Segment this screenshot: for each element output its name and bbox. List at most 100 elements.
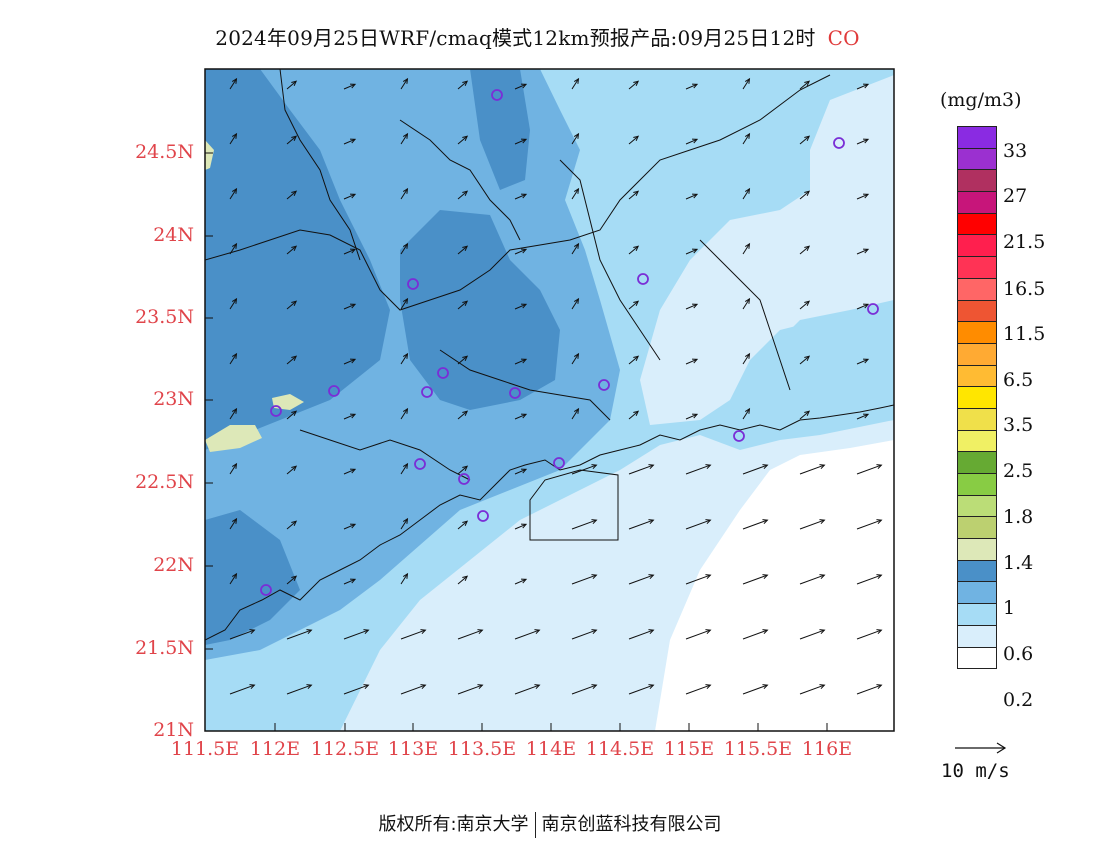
wind-arrow — [514, 523, 528, 530]
wind-arrow — [685, 574, 712, 585]
wind-arrow — [856, 193, 870, 200]
colorbar-label: 6.5 — [1003, 369, 1034, 391]
wind-arrow — [742, 352, 751, 365]
wind-arrow — [400, 352, 409, 365]
wind-arrow — [742, 187, 751, 200]
wind-arrow — [343, 629, 370, 640]
wind-arrow — [571, 629, 598, 640]
wind-arrow — [628, 245, 640, 255]
wind-arrow — [457, 410, 469, 420]
wind-arrow — [685, 248, 699, 255]
field-peak-3 — [205, 140, 214, 170]
wind-arrow — [514, 303, 528, 310]
colorbar-cell — [957, 169, 997, 193]
colorbar-cell — [957, 538, 997, 561]
wind-arrow — [571, 574, 598, 585]
wind-arrow — [742, 77, 751, 90]
wind-arrow — [628, 355, 640, 365]
wind-arrow — [286, 135, 298, 145]
wind-arrow — [286, 190, 298, 200]
colorbar-label: 0.2 — [1003, 689, 1034, 711]
wind-arrow — [628, 135, 640, 145]
wind-arrow — [229, 462, 238, 475]
wind-arrow — [742, 464, 769, 475]
longitude-label: 112E — [249, 738, 301, 760]
wind-arrow — [514, 684, 541, 695]
wind-arrow — [799, 684, 826, 695]
colorbar-cell — [957, 386, 997, 409]
colorbar-cell — [957, 516, 997, 540]
wind-arrow — [343, 523, 357, 530]
colorbar-cell — [957, 451, 997, 474]
wind-arrow — [400, 462, 409, 475]
colorbar-label: 3.5 — [1003, 414, 1034, 436]
station-marker — [407, 278, 419, 290]
province-border — [205, 74, 831, 311]
wind-arrow — [856, 464, 883, 475]
wind-arrow — [400, 629, 427, 640]
latitude-label: 21N — [153, 719, 194, 741]
colorbar-cell — [957, 277, 997, 301]
wind-arrow — [400, 77, 409, 90]
field-very-low-east — [640, 75, 894, 425]
wind-arrow — [685, 83, 699, 90]
wind-arrow — [571, 407, 580, 420]
wind-arrow — [628, 190, 640, 200]
colorbar-label: 33 — [1003, 140, 1028, 162]
longitude-label: 111.5E — [170, 738, 240, 760]
station-marker — [477, 510, 489, 522]
wind-arrow — [685, 303, 699, 310]
wind-arrow — [628, 684, 655, 695]
colorbar-cell — [957, 191, 997, 214]
wind-arrow — [229, 517, 238, 530]
colorbar-cell — [957, 321, 997, 344]
wind-arrow — [799, 190, 811, 200]
wind-arrow — [799, 519, 826, 530]
wind-arrow — [742, 574, 769, 585]
station-marker — [509, 387, 521, 399]
colorbar-cell — [957, 364, 997, 388]
field-high — [205, 69, 390, 450]
wind-arrow — [571, 77, 580, 90]
company-name: 南京创蓝科技有限公司 — [541, 814, 722, 835]
colorbar-cell — [957, 256, 997, 279]
chart-title: 2024年09月25日WRF/cmaq模式12km预报产品:09月25日12时 C… — [0, 22, 1075, 51]
colorbar-label: 1.4 — [1003, 552, 1034, 574]
wind-arrow — [628, 629, 655, 640]
wind-arrow — [742, 132, 751, 145]
wind-arrow — [742, 297, 751, 310]
field-high-center — [400, 210, 560, 410]
title-main: 2024年09月25日WRF/cmaq模式12km预报产品:09月25日12时 — [215, 26, 816, 50]
wind-arrow — [400, 242, 409, 255]
wind-arrow — [229, 242, 238, 255]
station-marker — [867, 303, 879, 315]
longitude-label: 115E — [663, 738, 715, 760]
wind-arrow — [229, 572, 238, 585]
wind-arrow — [856, 303, 870, 310]
colorbar-cell — [957, 342, 997, 366]
legend-unit: (mg/m3) — [940, 89, 1022, 111]
wind-arrow — [571, 352, 580, 365]
colorbar-cell — [957, 126, 997, 149]
colorbar-cell — [957, 624, 997, 648]
wind-arrow — [685, 358, 699, 365]
station-marker — [733, 430, 745, 442]
colorbar-cell — [957, 473, 997, 496]
wind-arrow — [400, 297, 409, 310]
colorbar-cell — [957, 581, 997, 605]
longitude-label: 113.5E — [447, 738, 517, 760]
colorbar — [957, 126, 997, 670]
wind-arrow — [685, 413, 699, 420]
colorbar-label: 21.5 — [1003, 231, 1046, 253]
wind-arrow — [343, 248, 357, 255]
wind-arrow — [685, 519, 712, 530]
latitude-label: 24.5N — [135, 141, 194, 163]
longitude-label: 113E — [387, 738, 439, 760]
wind-arrow — [799, 629, 826, 640]
latitude-label: 24N — [153, 224, 194, 246]
wind-arrow — [799, 135, 811, 145]
vector-reference-label: 10 m/s — [941, 760, 1010, 782]
wind-arrow — [856, 248, 870, 255]
wind-arrow — [628, 464, 655, 475]
copyright-text: 版权所有:南京大学 — [378, 814, 529, 835]
